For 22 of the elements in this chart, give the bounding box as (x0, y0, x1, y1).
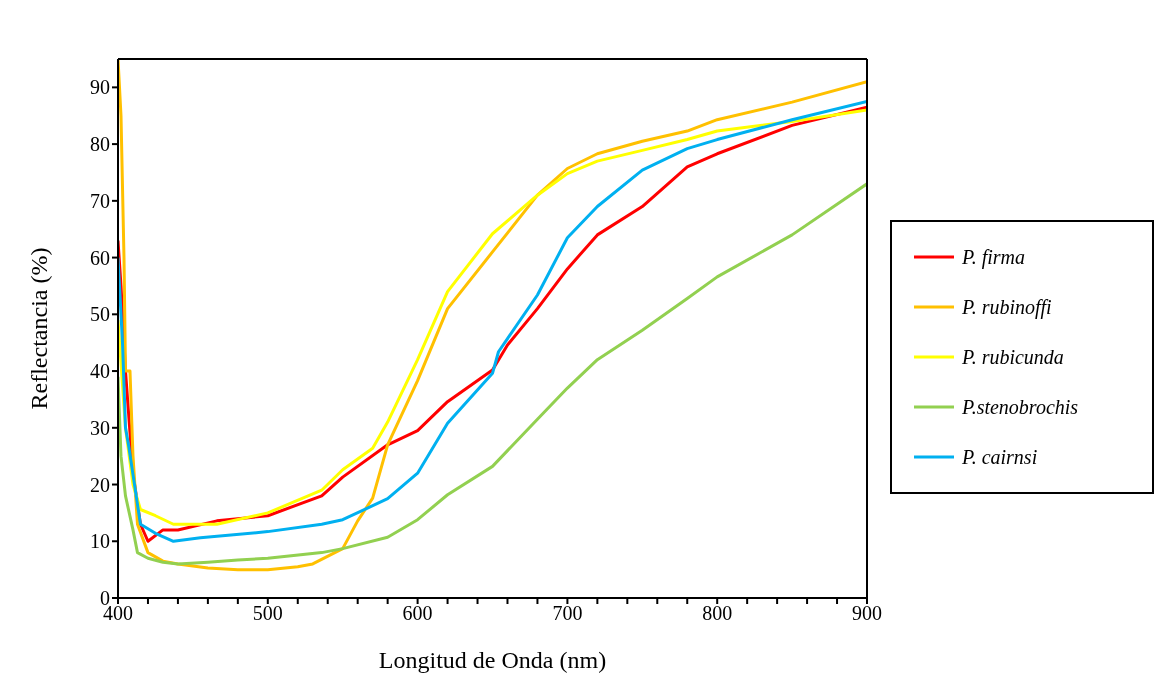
x-tick-label: 800 (702, 602, 733, 625)
x-axis-title: Longitud de Onda (nm) (378, 647, 607, 673)
y-tick-label: 50 (90, 303, 110, 326)
x-tick-label: 500 (252, 602, 283, 625)
line-series (118, 182, 867, 566)
y-tick-label: 20 (90, 473, 110, 496)
y-tick-label: 40 (90, 360, 110, 383)
legend-label: P.stenobrochis (962, 395, 1079, 419)
y-tick-label: 90 (90, 76, 110, 99)
legend-label: P. rubicunda (962, 345, 1064, 369)
legend-label: P. firma (962, 245, 1025, 269)
x-tick-label: 600 (402, 602, 433, 625)
legend-label: P. cairnsi (962, 445, 1038, 469)
y-tick-label: 60 (90, 246, 110, 269)
y-tick-label: 30 (90, 416, 110, 439)
y-tick-label: 80 (90, 133, 110, 156)
y-tick-label: 70 (90, 189, 110, 212)
legend-label: P. rubinoffi (962, 295, 1052, 319)
x-tick-label: 700 (552, 602, 583, 625)
x-tick-label: 900 (852, 602, 882, 625)
y-axis-title: Reflectancia (%) (25, 247, 52, 410)
y-tick-label: 10 (90, 530, 110, 553)
